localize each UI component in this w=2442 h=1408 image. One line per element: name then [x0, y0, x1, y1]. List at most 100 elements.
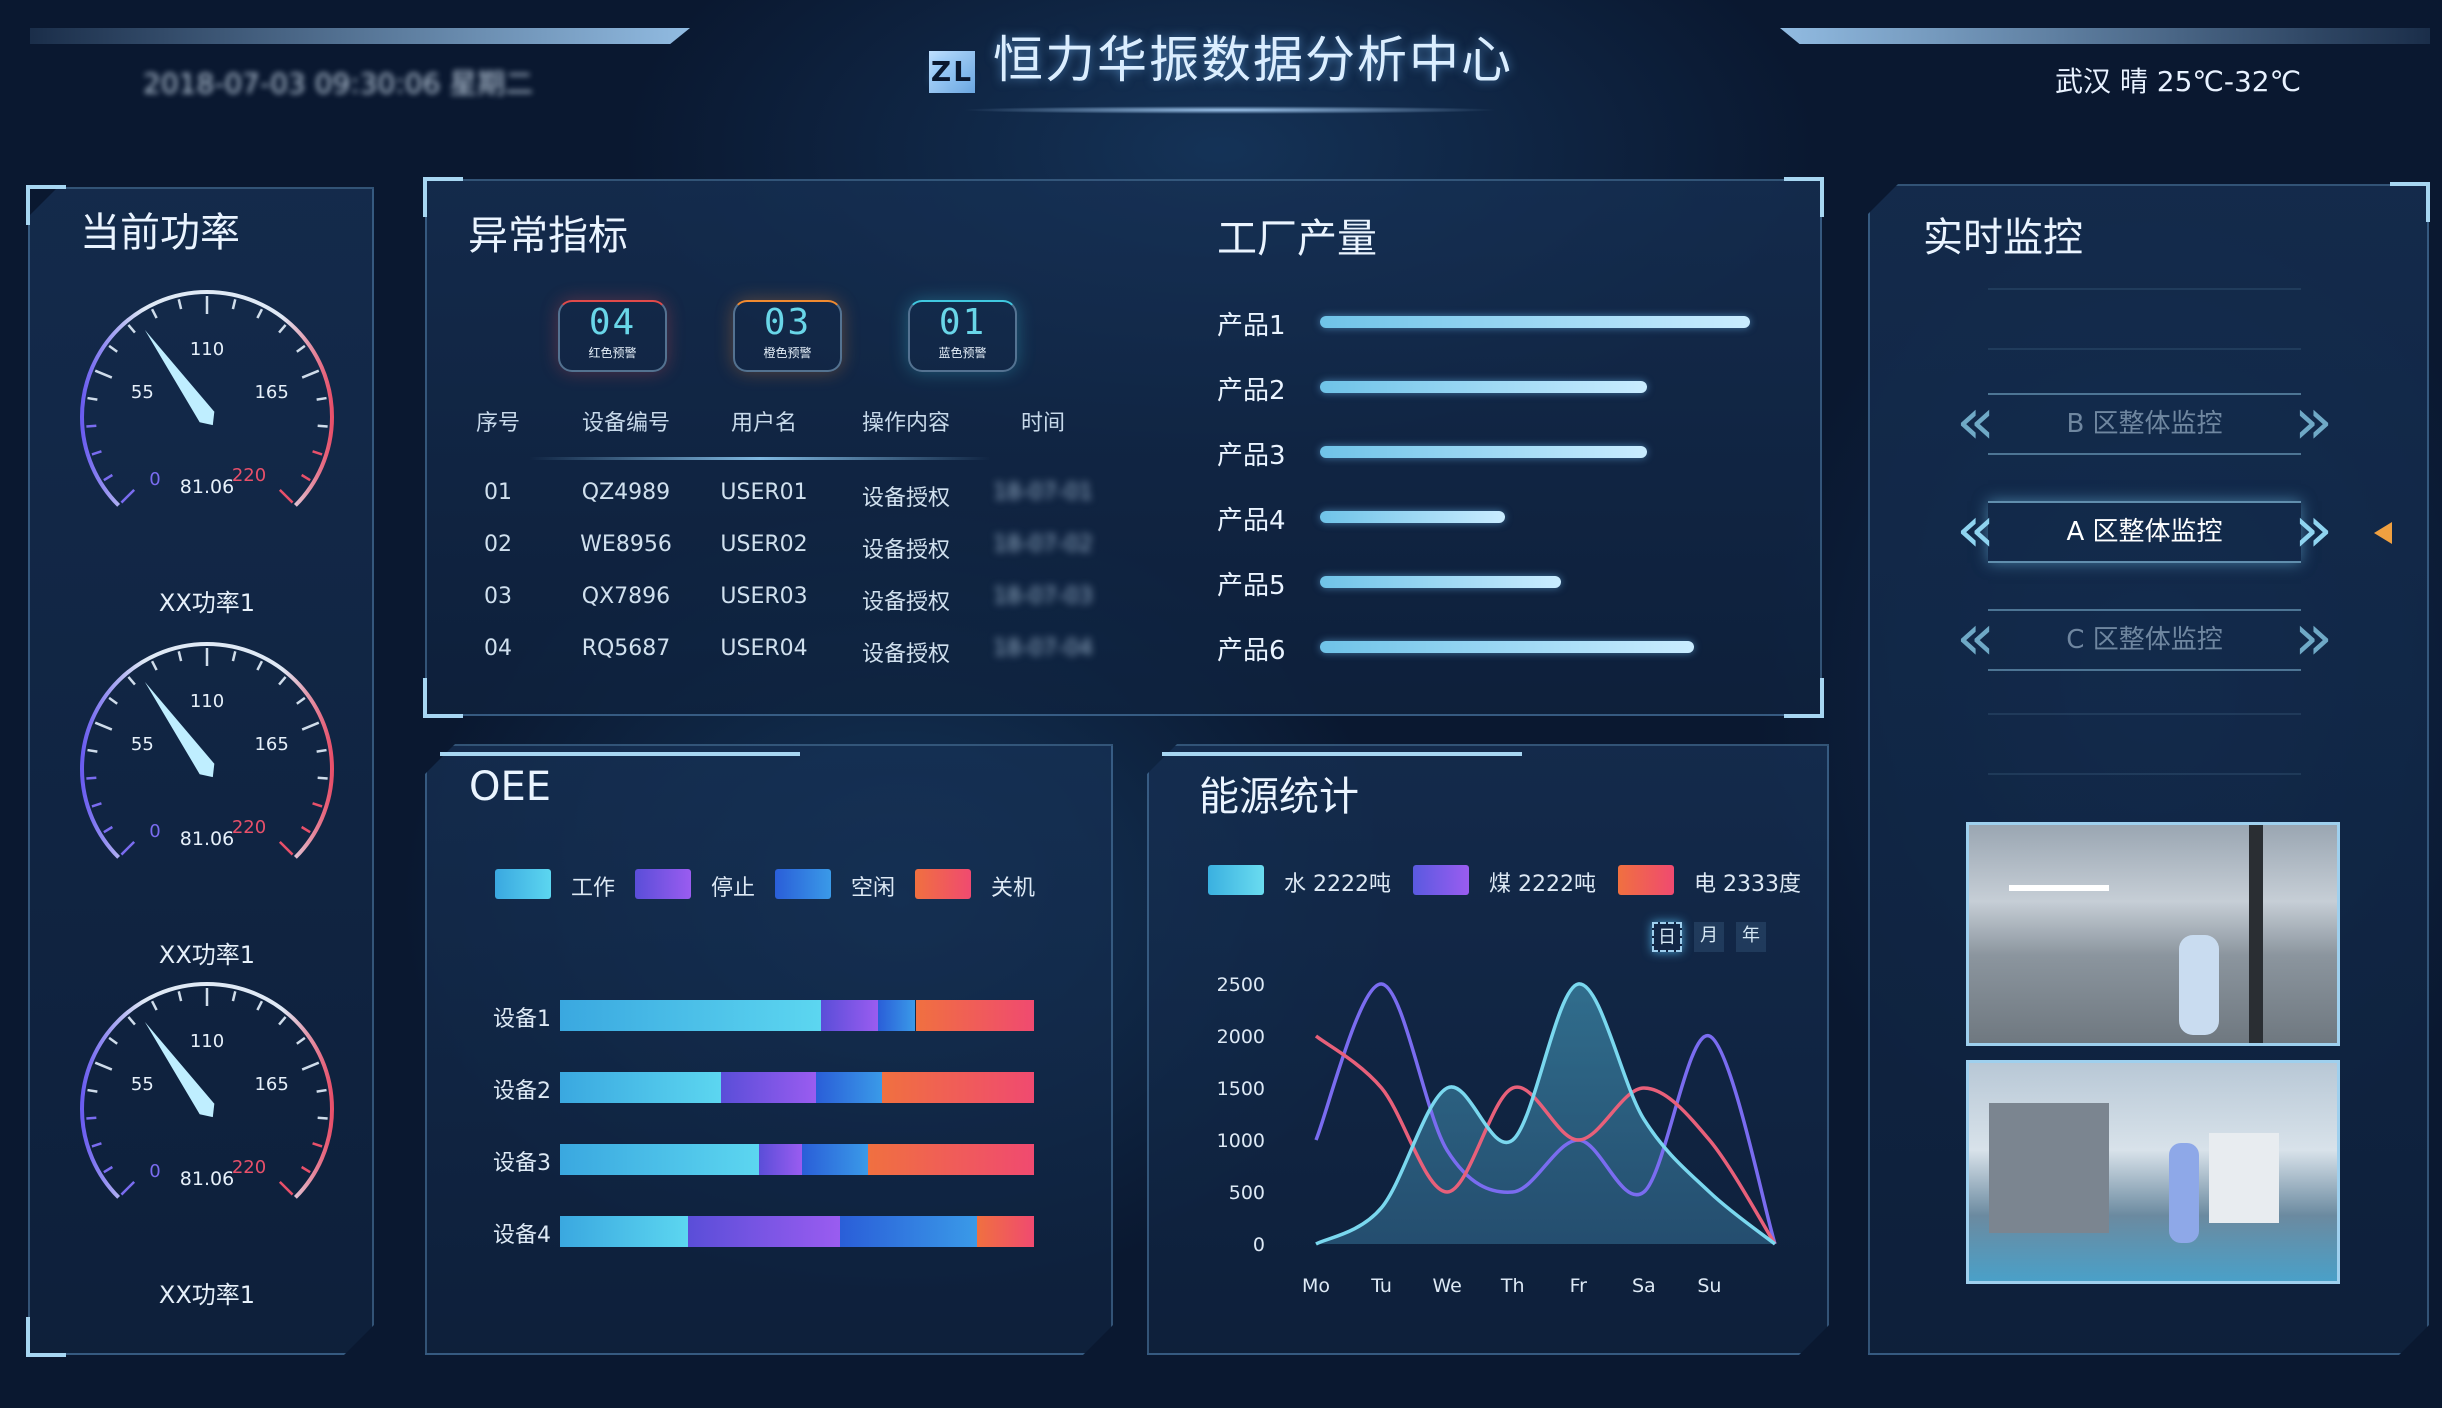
series-line-2 [1314, 1034, 1777, 1245]
oee-segment-3[interactable] [882, 1072, 1034, 1103]
legend-swatch[interactable] [495, 869, 551, 899]
legend-label[interactable]: 工作 [571, 876, 616, 901]
camera-feed-2[interactable] [1966, 1060, 2340, 1284]
oee-category-label: 设备2 [493, 1079, 551, 1104]
gauge-arc [80, 290, 334, 507]
x-tick-label: Fr [1570, 1275, 1588, 1297]
gauge-tick [316, 748, 327, 753]
monitor-title: 实时监控 [1923, 215, 2083, 261]
menu-item-faded[interactable] [1938, 282, 2351, 356]
table-divider [530, 457, 990, 460]
table-header: 设备编号 [581, 411, 670, 436]
oee-segment-0[interactable] [560, 1072, 722, 1103]
camera-feed-1[interactable] [1966, 822, 2340, 1046]
alert-label: 红色预警 [588, 346, 637, 360]
chevron-left-icon: « [1956, 493, 1996, 567]
monitor-menu-item[interactable]: « » C 区整体监控 [1938, 603, 2351, 677]
oee-segment-0[interactable] [560, 1000, 821, 1031]
table-cell: RQ5687 [581, 636, 671, 661]
gauge-tick [86, 776, 97, 780]
legend-label[interactable]: 空闲 [851, 876, 896, 901]
alert-badge[interactable]: 01 蓝色预警 [908, 300, 1017, 372]
gauge-tick-label: 0 [149, 821, 160, 842]
gauge-tick [317, 1116, 328, 1120]
gauge-tick [296, 344, 306, 353]
gauge-tick [278, 840, 294, 856]
energy-title: 能源统计 [1199, 774, 1359, 820]
gauge-tick-label: 165 [254, 734, 288, 755]
oee-segment-3[interactable] [868, 1144, 1034, 1175]
oee-segment-1[interactable] [721, 1072, 816, 1103]
oee-segment-1[interactable] [759, 1144, 802, 1175]
gauge-tick [301, 369, 320, 379]
gauge-arc [80, 982, 334, 1199]
oee-bar [560, 1144, 1034, 1175]
pillar [2249, 825, 2263, 1043]
alert-badge[interactable]: 03 橙色预警 [733, 300, 842, 372]
monitor-menu-item[interactable]: « » A 区整体监控 [1938, 495, 2351, 569]
legend-swatch[interactable] [1413, 865, 1469, 895]
gauge-label: XX功率1 [158, 1281, 256, 1309]
gauge-tick [127, 676, 136, 686]
oee-segment-1[interactable] [687, 1216, 840, 1247]
oee-segment-0[interactable] [560, 1216, 688, 1247]
gauge-tick [177, 299, 183, 310]
gauge-tick [231, 299, 237, 310]
alert-badge[interactable]: 04 红色预警 [558, 300, 667, 372]
period-2-button[interactable]: 年 [1736, 922, 1766, 952]
gauge-tick [256, 660, 264, 671]
oee-bar [560, 1072, 1034, 1103]
table-cell: 设备授权 [861, 642, 950, 667]
oee-segment-2[interactable] [839, 1216, 978, 1247]
table-header: 序号 [475, 411, 520, 436]
table-cell: USER02 [720, 532, 808, 557]
menu-item-faded[interactable] [1938, 707, 2351, 781]
chevron-right-icon: » [2293, 385, 2333, 459]
table-cell: USER01 [720, 480, 808, 505]
gauge-tick [127, 324, 136, 334]
oee-segment-2[interactable] [815, 1072, 883, 1103]
table-cell: 设备授权 [861, 486, 950, 511]
oee-segment-2[interactable] [877, 1000, 916, 1031]
product-bar [1320, 316, 1750, 328]
oee-segment-2[interactable] [801, 1144, 869, 1175]
legend-swatch[interactable] [1208, 865, 1264, 895]
legend-label[interactable]: 关机 [991, 876, 1036, 901]
legend-swatch[interactable] [775, 869, 831, 899]
table-cell: WE8956 [580, 532, 672, 557]
gauge-tick [94, 369, 113, 379]
legend-label[interactable]: 煤 2222吨 [1489, 872, 1596, 897]
oee-segment-3[interactable] [915, 1000, 1034, 1031]
monitor-menu-item[interactable]: « » B 区整体监控 [1938, 387, 2351, 461]
gauge-tick-label: 220 [232, 817, 266, 838]
oee-segment-3[interactable] [977, 1216, 1034, 1247]
legend-swatch[interactable] [635, 869, 691, 899]
product-label: 产品1 [1217, 311, 1286, 341]
y-tick-label: 1500 [1217, 1078, 1265, 1100]
gauge-needle [144, 1021, 215, 1118]
gauge-tick [91, 802, 102, 808]
oee-segment-1[interactable] [820, 1000, 878, 1031]
legend-swatch[interactable] [1618, 865, 1674, 895]
oee-bar [560, 1216, 1034, 1247]
corner-deco [423, 678, 463, 718]
table-cell: 设备授权 [861, 538, 950, 563]
legend-swatch[interactable] [915, 869, 971, 899]
energy-chart: 0 500 1000 1500 2000 2500 Mo Tu We Th Fr Sa Su [1217, 974, 1777, 1297]
product-bar [1320, 446, 1647, 458]
legend-label[interactable]: 水 2222吨 [1284, 872, 1391, 897]
table-header: 用户名 [730, 411, 797, 436]
period-1-button[interactable]: 月 [1694, 922, 1724, 952]
ceiling-light [2009, 885, 2109, 891]
gauge-tick [120, 840, 136, 856]
gauge-tick [120, 488, 136, 504]
table-cell: 18-07-04 [993, 636, 1093, 661]
period-0-button[interactable]: 日 [1652, 922, 1682, 952]
oee-segment-0[interactable] [560, 1144, 760, 1175]
legend-label[interactable]: 停止 [711, 876, 756, 901]
gauge-tick [300, 473, 311, 482]
x-tick-label: Tu [1370, 1275, 1392, 1297]
table-header: 操作内容 [861, 411, 950, 436]
legend-label[interactable]: 电 2333度 [1694, 872, 1801, 897]
